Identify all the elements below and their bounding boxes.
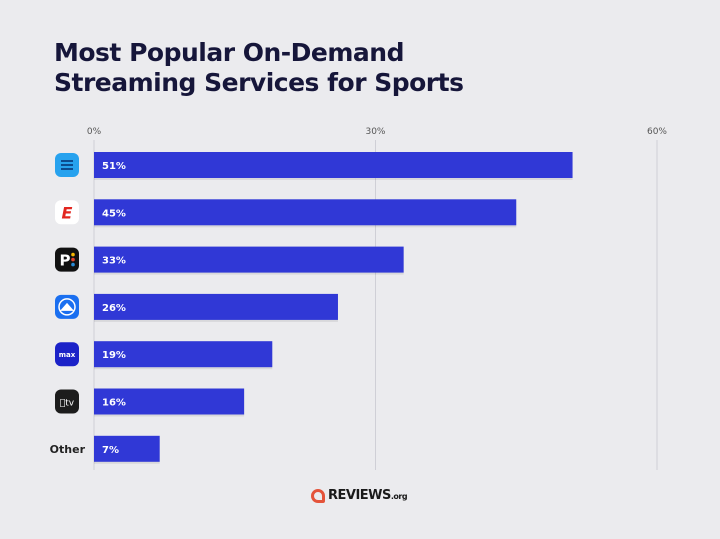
brand-suffix: .org (390, 492, 408, 501)
data-label: 7% (102, 445, 119, 456)
data-label: 26% (102, 303, 126, 314)
peacock-glyph: P (60, 252, 71, 270)
mountain-glyph (60, 302, 74, 311)
data-label: 19% (102, 350, 126, 361)
data-label: 33% (102, 256, 126, 267)
bar (94, 293, 338, 320)
reviews-logo-icon (311, 488, 325, 503)
x-tick-label: 30% (365, 127, 385, 137)
bar (94, 152, 573, 178)
reviews-org-logo: REVIEWS.org (311, 488, 408, 503)
espn-glyph: E (62, 203, 73, 222)
data-label: 51% (102, 161, 126, 172)
apple-tv-glyph: tv (60, 399, 75, 409)
bar (94, 341, 273, 368)
ring-glyph (58, 298, 76, 316)
peacock-dot (71, 262, 75, 267)
peacock-dot (71, 257, 75, 262)
bar (94, 388, 245, 415)
x-tick-label: 60% (647, 127, 667, 137)
icon-stripe (61, 160, 73, 162)
max-icon (55, 342, 79, 367)
bar (94, 435, 160, 462)
max-glyph: max (59, 351, 76, 359)
icon-stripe (61, 168, 73, 170)
chart-title: Most Popular On-Demand Streaming Service… (54, 38, 464, 97)
data-label: 45% (102, 208, 126, 219)
bar (94, 199, 517, 226)
x-tick-label: 0% (87, 127, 102, 137)
peacock-dot (71, 252, 75, 257)
apple-tv-icon (55, 389, 79, 414)
espn-icon (55, 200, 79, 225)
bar (94, 246, 404, 273)
data-label: 16% (102, 398, 126, 409)
brand-name: REVIEWS (328, 488, 391, 503)
icon-stripe (61, 164, 73, 166)
category-label: Other (50, 443, 86, 456)
